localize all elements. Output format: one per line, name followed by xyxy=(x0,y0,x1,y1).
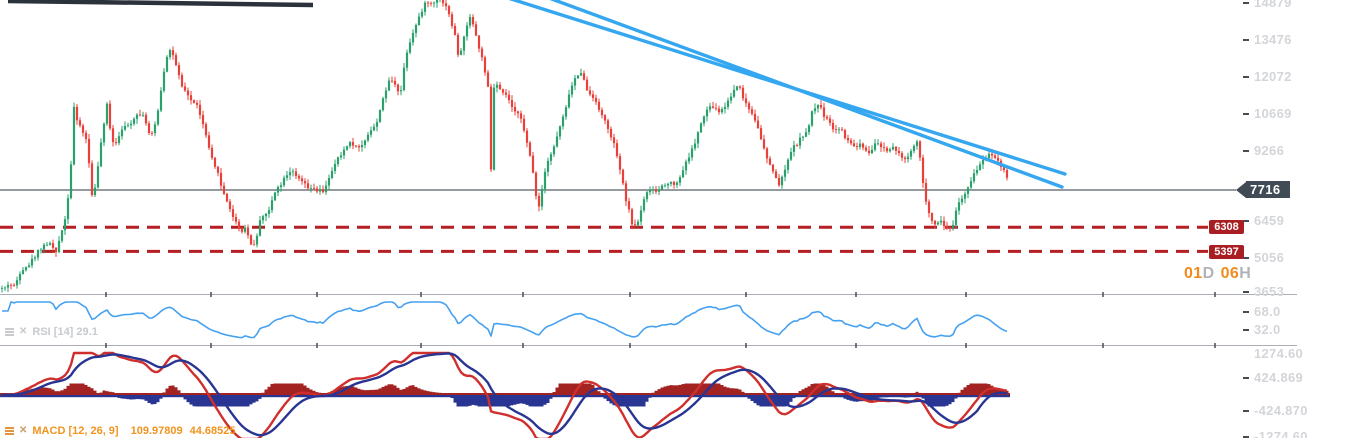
macd-settings-icon[interactable] xyxy=(5,427,14,435)
candles-layer xyxy=(0,0,1009,293)
rsi-indicator-legend: ✕ RSI [14] 29.1 xyxy=(5,326,98,338)
support-level-lines[interactable] xyxy=(0,225,1208,253)
rsi-settings-icon[interactable] xyxy=(5,328,14,336)
countdown-days: 01 xyxy=(1184,265,1203,282)
macd-signal-value: 44.68525 xyxy=(189,425,236,437)
trendlines[interactable] xyxy=(508,0,1067,189)
macd-label-text: MACD [12, 26, 9] xyxy=(32,425,119,437)
topleft-drawn-line[interactable] xyxy=(7,0,314,8)
rsi-close-icon[interactable]: ✕ xyxy=(19,326,28,337)
price-alert-label-5397[interactable]: 5397 xyxy=(1209,245,1244,259)
macd-close-icon[interactable]: ✕ xyxy=(19,425,28,436)
macd-values: 109.97809 44.68525 xyxy=(124,425,236,437)
countdown-days-unit: D xyxy=(1202,265,1215,282)
price-arrow-icon xyxy=(1236,181,1246,198)
contract-countdown: 01D 06H xyxy=(1184,265,1251,283)
panel-separators xyxy=(0,292,1297,348)
macd-value: 109.97809 xyxy=(130,425,183,437)
countdown-hours-unit: H xyxy=(1239,265,1252,282)
rsi-line xyxy=(2,301,1008,339)
price-alert-label-6308[interactable]: 6308 xyxy=(1209,220,1244,234)
rsi-label-text: RSI [14] 29.1 xyxy=(32,326,98,338)
current-price-label: 7716 xyxy=(1236,181,1290,198)
macd-panel-plot xyxy=(0,351,1010,438)
countdown-hours: 06 xyxy=(1220,265,1240,282)
macd-indicator-legend: ✕ MACD [12, 26, 9] 109.97809 44.68525 xyxy=(5,425,235,437)
current-price-value: 7716 xyxy=(1246,181,1290,198)
